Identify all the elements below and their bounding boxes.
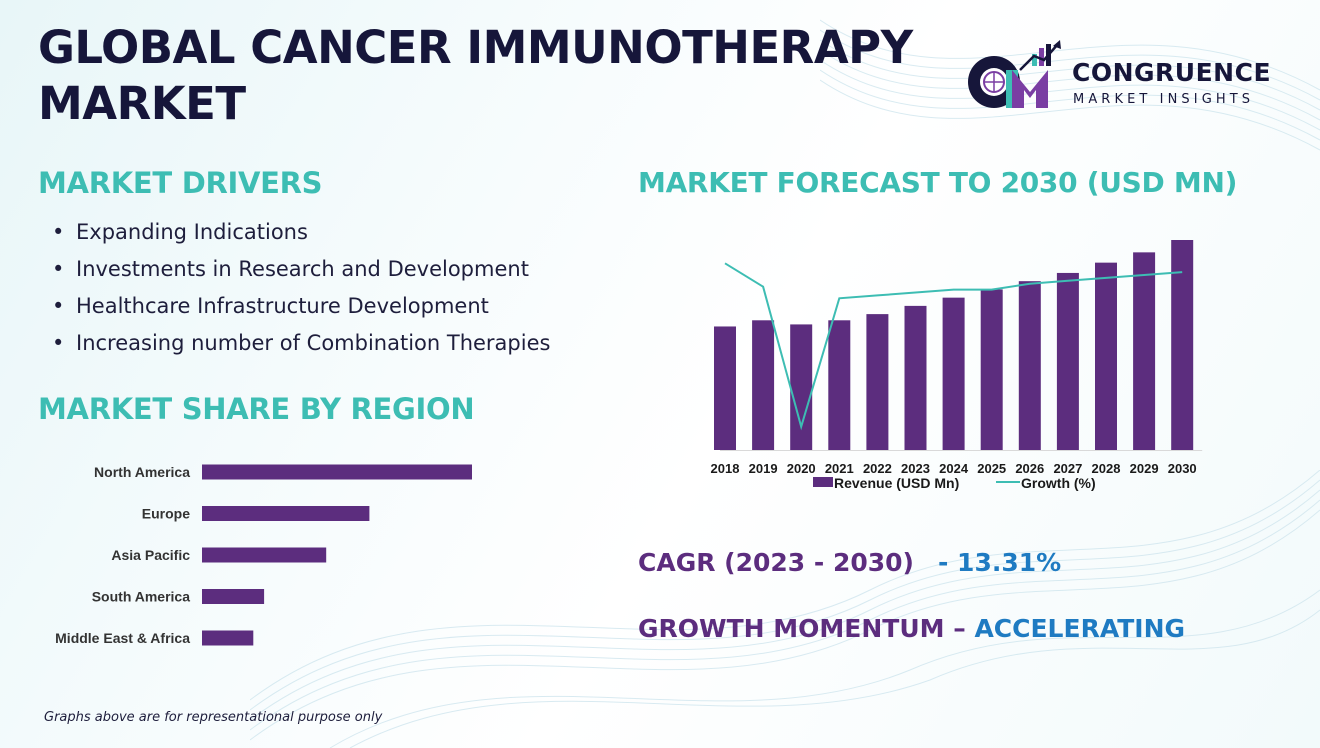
market-share-region-heading: MARKET SHARE BY REGION [38,392,475,426]
revenue-bar [1095,262,1117,450]
growth-momentum-value: ACCELERATING [974,614,1186,643]
forecast-chart: 2018 2019 2020 2021 2022 2023 2024 2025 2026 2027… [711,240,1203,491]
revenue-bar [942,297,965,450]
region-label: Middle East & Africa [55,630,190,646]
revenue-bar [714,326,736,450]
x-tick-label: 2024 [939,461,969,476]
revenue-bar [866,314,889,450]
market-drivers-list: • Expanding Indications • Investments in R… [52,214,550,362]
footnote: Graphs above are for representational pu… [44,710,383,725]
driver-item: • Increasing number of Combination Therap… [52,325,550,362]
revenue-bar [1171,240,1194,450]
logo-mark-icon [968,40,1061,108]
region-label: South America [92,589,190,605]
bullet-icon: • [52,257,65,281]
x-tick-label: 2026 [1015,461,1044,476]
bullet-icon: • [52,331,65,355]
region-bar [202,547,327,563]
company-logo: CONGRUENCE MARKET INSIGHTS [962,40,1292,120]
driver-item: • Healthcare Infrastructure Development [52,288,550,325]
revenue-bar [904,305,927,450]
bullet-icon: • [52,220,65,244]
growth-momentum-label: GROWTH MOMENTUM – [638,614,975,643]
x-tick-label: 2020 [787,461,816,476]
bullet-icon: • [52,294,65,318]
region-bar [202,464,472,480]
region-bar [202,630,254,646]
region-label: Europe [142,506,190,522]
driver-text: Increasing number of Combination Therapi… [76,331,551,355]
revenue-bar [980,289,1003,450]
revenue-bar [790,324,813,450]
region-bar [202,589,265,604]
page-title: GLOBAL CANCER IMMUNOTHERAPY MARKET [38,21,913,130]
region-share-chart: North America Europe Asia Pacific South Ame… [55,464,472,646]
x-tick-label: 2022 [863,461,892,476]
growth-momentum-line: GROWTH MOMENTUM – ACCELERATING [638,614,1185,643]
growth-line [724,262,1183,431]
x-tick-label: 2019 [749,461,778,476]
logo-subtitle: MARKET INSIGHTS [1073,92,1255,107]
logo-name: CONGRUENCE [1072,58,1272,87]
cagr-line: CAGR (2023 - 2030) - 13.31% [638,548,1061,577]
market-forecast-heading: MARKET FORECAST TO 2030 (USD MN) [638,166,1238,199]
revenue-bar [828,320,851,450]
region-bar [202,506,370,521]
x-tick-label: 2018 [711,461,740,476]
driver-item: • Investments in Research and Development [52,251,550,288]
x-tick-label: 2027 [1053,461,1082,476]
market-drivers-heading: MARKET DRIVERS [38,166,323,200]
revenue-bar [1133,252,1156,450]
revenue-bar [752,320,775,450]
x-tick-label: 2030 [1168,461,1197,476]
driver-text: Healthcare Infrastructure Development [76,294,489,318]
x-tick-label: 2028 [1092,461,1121,476]
legend-swatch-revenue [813,477,833,487]
legend-label-growth: Growth (%) [1021,475,1096,491]
x-tick-label: 2029 [1130,461,1159,476]
x-tick-label: 2025 [977,461,1006,476]
x-tick-label: 2021 [825,461,854,476]
cagr-label: CAGR (2023 - 2030) [638,548,914,577]
driver-text: Investments in Research and Development [76,257,529,281]
revenue-bar [1018,281,1041,450]
driver-item: • Expanding Indications [52,214,550,251]
cagr-value: - 13.31% [937,548,1062,577]
driver-text: Expanding Indications [76,220,308,244]
legend-label-revenue: Revenue (USD Mn) [834,475,959,491]
revenue-bar [1056,272,1079,450]
x-tick-label: 2023 [901,461,930,476]
region-label: North America [94,464,190,480]
region-label: Asia Pacific [111,547,190,563]
